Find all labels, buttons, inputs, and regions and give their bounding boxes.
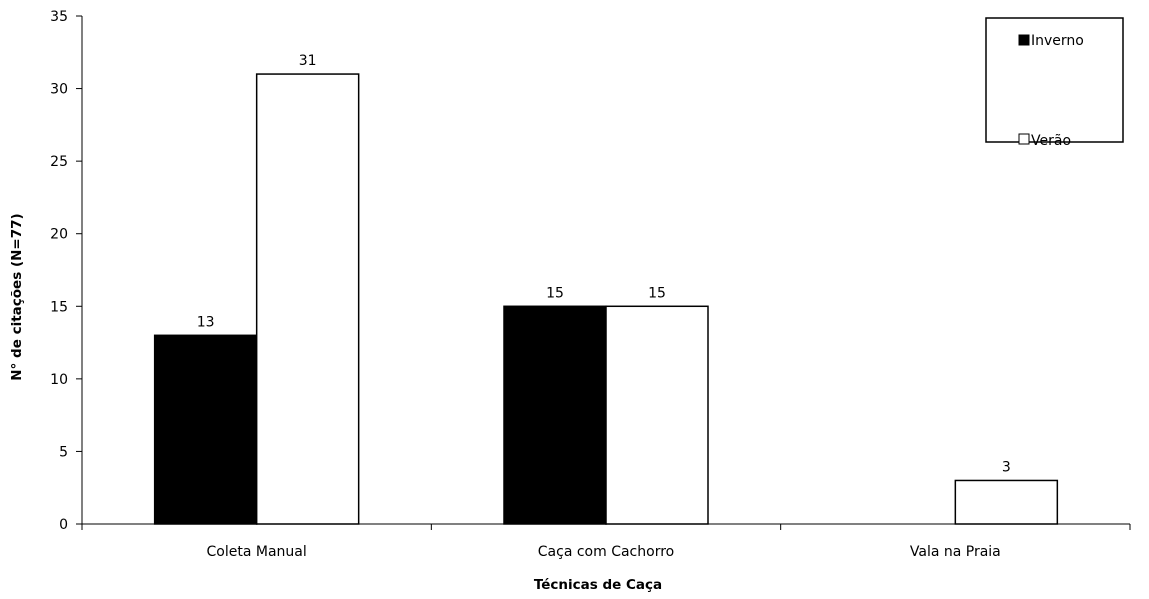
bar-verao (954, 479, 1059, 525)
bar-inverno (503, 305, 607, 525)
y-tick-label: 15 (50, 299, 68, 315)
data-labels: 13 15 31 15 3 (197, 53, 1011, 475)
y-tick-label: 10 (50, 372, 68, 388)
legend: Inverno Verão (985, 17, 1124, 149)
x-category-label: Caça com Cachorro (538, 544, 674, 560)
x-axis-ticks (81, 524, 1131, 530)
legend-swatch-inverno (1018, 34, 1030, 46)
y-tick-label: 20 (50, 227, 68, 243)
bar-value-label: 31 (299, 53, 317, 69)
bars (153, 73, 1059, 525)
legend-swatch-verao (1018, 133, 1030, 145)
bar-inverno (153, 334, 258, 525)
y-tick-label: 30 (50, 82, 68, 98)
bar-value-label: 3 (1002, 459, 1011, 475)
x-axis-categories: Coleta Manual Caça com Cachorro Vala na Pr… (207, 544, 1001, 560)
bar-value-label: 13 (197, 314, 215, 330)
y-tick-label: 0 (59, 517, 68, 533)
bar-value-label: 15 (648, 285, 666, 301)
x-category-label: Coleta Manual (207, 544, 307, 560)
y-axis-title: N° de citações (N=77) (9, 213, 25, 380)
y-axis-ticks: 0 5 10 15 20 25 30 35 (50, 9, 82, 533)
legend-label-inverno: Inverno (1031, 33, 1084, 49)
y-tick-label: 25 (50, 154, 68, 170)
legend-frame (985, 17, 1124, 143)
bar-verao (605, 305, 709, 525)
bar-verao (255, 73, 360, 525)
legend-label-verao: Verão (1031, 133, 1071, 149)
x-axis-title: Técnicas de Caça (534, 577, 662, 593)
bar-value-label: 15 (546, 285, 564, 301)
y-tick-label: 35 (50, 9, 68, 25)
x-category-label: Vala na Praia (910, 544, 1001, 560)
y-tick-label: 5 (59, 444, 68, 460)
